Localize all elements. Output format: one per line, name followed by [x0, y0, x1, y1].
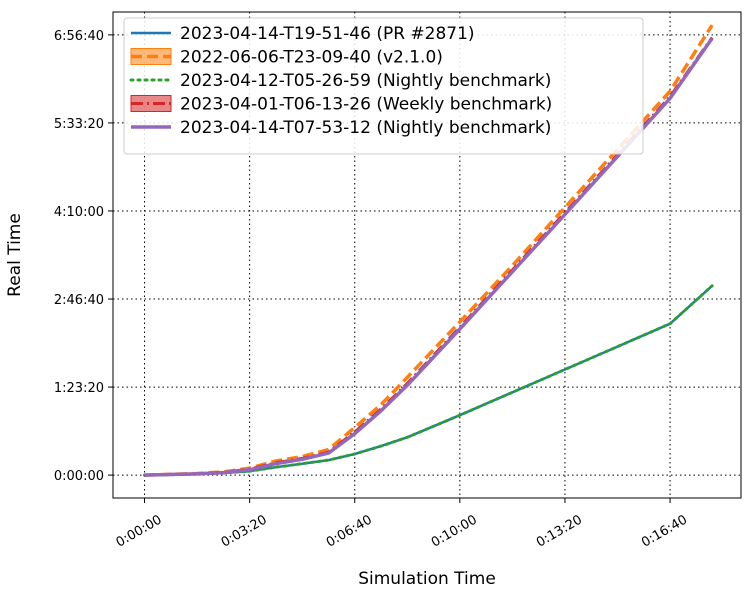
y-tick-label: 6:56:40	[54, 29, 104, 44]
y-tick-label: 2:46:40	[54, 293, 104, 308]
series-layer	[143, 24, 714, 477]
legend-box	[123, 17, 644, 155]
x-axis: 0:00:00 0:03:20 0:06:40 0:10:00 0:13:20 0:16:…	[114, 498, 690, 551]
legend-label-5: 2023-04-14-T07-53-12 (Nightly benchmark)	[180, 118, 551, 138]
plot-frame	[112, 11, 742, 499]
x-axis-title: Simulation Time	[358, 569, 496, 589]
legend: 2023-04-14-T19-51-46 (PR #2871) 2022-06-0…	[123, 17, 644, 155]
y-tick-label: 4:10:00	[54, 205, 104, 220]
x-tick-label: 0:10:00	[429, 512, 480, 550]
y-axis-title: Real Time	[5, 213, 25, 297]
legend-label-1: 2023-04-14-T19-51-46 (PR #2871)	[180, 24, 475, 44]
legend-label-2: 2022-06-06-T23-09-40 (v2.1.0)	[180, 48, 443, 68]
x-tick-label: 0:06:40	[324, 512, 375, 550]
y-axis: 0:00:00 1:23:20 2:46:40 4:10:00 5:33:20 6:56:…	[54, 29, 113, 484]
x-tick-label: 0:00:00	[114, 512, 165, 550]
x-tick-label: 0:16:40	[639, 512, 690, 550]
x-tick-label: 0:03:20	[219, 512, 270, 550]
x-tick-label: 0:13:20	[534, 512, 585, 550]
y-tick-label: 1:23:20	[54, 381, 104, 396]
series-line-5	[144, 37, 714, 477]
y-tick-label: 0:00:00	[54, 469, 104, 484]
legend-label-3: 2023-04-12-T05-26-59 (Nightly benchmark)	[180, 71, 551, 91]
legend-label-4: 2023-04-01-T06-13-26 (Weekly benchmark)	[180, 95, 552, 115]
y-tick-label: 5:33:20	[54, 117, 104, 132]
series-line-2	[144, 24, 714, 477]
